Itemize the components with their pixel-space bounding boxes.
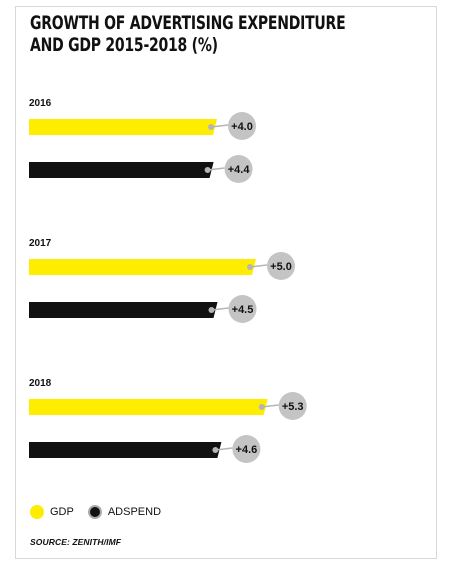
chart-title-line-2: AND GDP 2015-2018 (%) [30, 34, 218, 56]
bar-adspend-2018 [29, 442, 222, 458]
legend-adspend-label: ADSPEND [107, 506, 162, 518]
value-bubble-gdp-2016 [228, 112, 256, 140]
year-label-2018: 2018 [29, 378, 52, 389]
bar-adspend-2017 [29, 302, 218, 318]
chart-title-line-1: GROWTH OF ADVERTISING EXPENDITURE [30, 12, 346, 34]
bar-gdp-2018 [29, 399, 268, 415]
value-bubble-gdp-2018 [278, 392, 307, 420]
bar-end-dot-adspend-2016 [204, 167, 211, 173]
data-label-adspend-2018: +4.6 [236, 444, 258, 456]
source-note: SOURCE: ZENITH/IMF [30, 537, 122, 547]
value-bubble-gdp-2017 [267, 252, 295, 280]
chart-title: GROWTH OF ADVERTISING EXPENDITURE AND GD… [30, 12, 346, 56]
year-label-2016: 2016 [29, 98, 52, 109]
legend-gdp-swatch [30, 505, 44, 519]
data-label-adspend-2017: +4.5 [232, 304, 254, 316]
bar-end-dot-gdp-2016 [208, 124, 214, 130]
year-label-2017: 2017 [29, 238, 52, 249]
chart-frame [15, 6, 437, 559]
data-label-gdp-2018: +5.3 [282, 401, 304, 413]
legend-gdp-label: GDP [50, 506, 74, 518]
bar-end-dot-adspend-2017 [208, 307, 215, 313]
legend-adspend-swatch [87, 505, 102, 519]
bar-end-dot-adspend-2018 [212, 447, 219, 453]
data-label-adspend-2016: +4.4 [228, 164, 251, 176]
value-bubble-adspend-2017 [228, 295, 257, 323]
data-label-gdp-2017: +5.0 [270, 261, 292, 273]
value-bubble-adspend-2016 [224, 155, 253, 183]
bar-end-dot-gdp-2018 [258, 404, 265, 410]
legend-item-gdp: GDP [30, 505, 74, 519]
bar-gdp-2017 [29, 259, 256, 275]
value-bubble-adspend-2018 [232, 435, 261, 463]
data-label-gdp-2016: +4.0 [231, 121, 253, 133]
legend-item-adspend: ADSPEND [87, 505, 162, 519]
legend: GDP ADSPEND [30, 504, 175, 520]
bar-end-dot-gdp-2017 [247, 264, 253, 270]
bar-gdp-2016 [29, 119, 217, 135]
bar-adspend-2016 [29, 162, 214, 178]
